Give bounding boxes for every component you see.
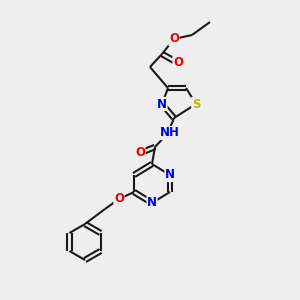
Text: S: S bbox=[192, 98, 200, 110]
Text: O: O bbox=[169, 32, 179, 46]
Text: O: O bbox=[135, 146, 145, 160]
Text: N: N bbox=[165, 169, 175, 182]
Text: N: N bbox=[157, 98, 167, 110]
Text: O: O bbox=[173, 56, 183, 70]
Text: O: O bbox=[114, 193, 124, 206]
Text: N: N bbox=[147, 196, 157, 209]
Text: NH: NH bbox=[160, 127, 180, 140]
